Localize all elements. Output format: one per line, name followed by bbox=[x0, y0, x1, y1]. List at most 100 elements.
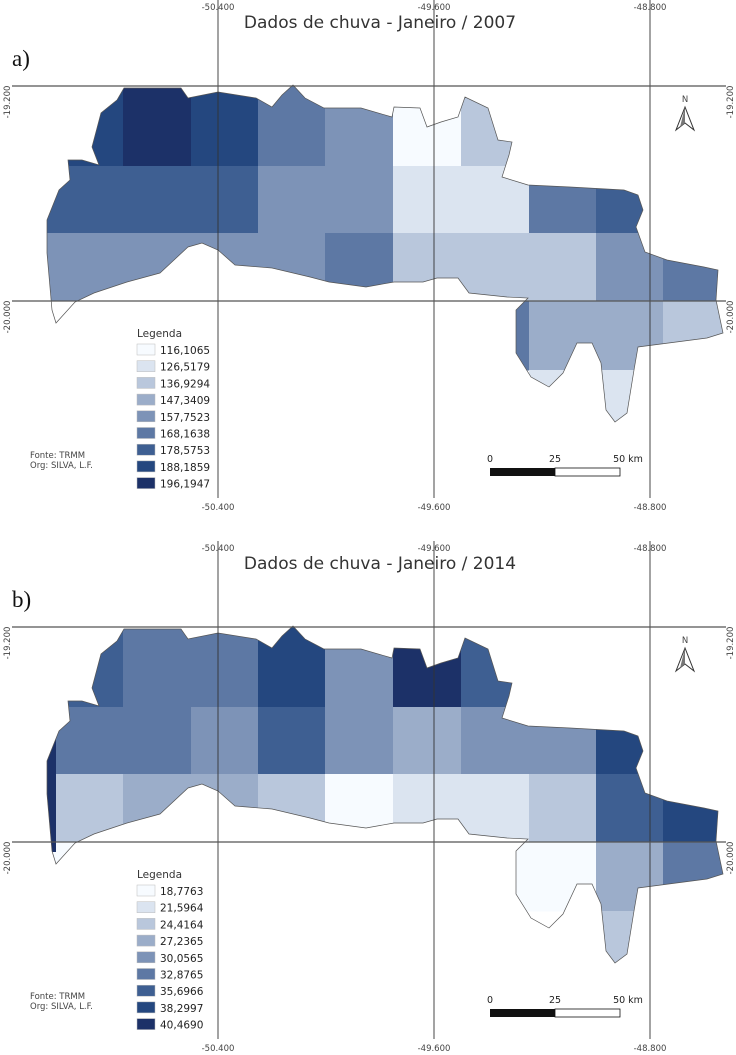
grid-cell bbox=[663, 774, 723, 843]
grid-cell bbox=[529, 233, 597, 302]
grid-cell bbox=[258, 233, 326, 302]
map-title: Dados de chuva - Janeiro / 2014 bbox=[244, 554, 516, 574]
grid-cell bbox=[325, 626, 394, 708]
grid-cell bbox=[461, 301, 530, 371]
north-arrow-shade bbox=[680, 648, 685, 668]
grid-cell bbox=[393, 233, 462, 302]
grid-cell bbox=[596, 370, 664, 422]
legend-label: 168,1638 bbox=[160, 429, 210, 441]
legend-label: 38,2997 bbox=[160, 1003, 203, 1015]
grid-cell bbox=[596, 774, 664, 843]
legend-swatch bbox=[136, 984, 156, 997]
grid-cell bbox=[325, 774, 394, 843]
scale-label: 0 bbox=[487, 995, 493, 1006]
legend-label: 40,4690 bbox=[160, 1020, 203, 1032]
grid-cell bbox=[393, 707, 462, 775]
grid-cell bbox=[123, 233, 192, 302]
grid-cell bbox=[258, 626, 326, 708]
grid-cell bbox=[529, 166, 597, 234]
grid-cell bbox=[123, 166, 192, 234]
grid-cell bbox=[393, 85, 462, 167]
legend-label: 21,5964 bbox=[160, 903, 204, 915]
legend-label: 27,2365 bbox=[160, 936, 203, 948]
grid-cell bbox=[325, 233, 394, 302]
map-panel-a: a) Dados de chuva - Janeiro / 2007 -50.400… bbox=[3, 0, 736, 513]
longitude-label-top: -49.600 bbox=[418, 3, 451, 13]
legend-swatch bbox=[136, 901, 156, 913]
legend-label: 126,5179 bbox=[160, 362, 210, 374]
grid-cell bbox=[393, 166, 462, 234]
grid-cell bbox=[47, 166, 124, 234]
legend-swatch bbox=[136, 1001, 156, 1014]
legend-swatch bbox=[136, 477, 156, 489]
longitude-label-bottom: -49.600 bbox=[418, 1044, 451, 1054]
organization-text: Org: SILVA, L.F. bbox=[30, 1002, 93, 1012]
legend-label: 188,1859 bbox=[160, 462, 210, 474]
grid-cell bbox=[258, 774, 326, 843]
grid-cell bbox=[123, 774, 192, 843]
legend-swatch bbox=[136, 951, 156, 964]
grid-cell bbox=[123, 626, 192, 708]
grid-cell bbox=[325, 85, 394, 167]
longitude-label-top: -48.800 bbox=[634, 544, 667, 554]
scale-bar-black bbox=[490, 468, 555, 476]
latitude-label-left: -19.200 bbox=[3, 86, 13, 119]
legend-swatch bbox=[136, 343, 156, 356]
legend-swatch bbox=[136, 377, 156, 389]
north-label: N bbox=[682, 95, 688, 105]
grid-cell bbox=[663, 233, 723, 302]
grid-cell bbox=[596, 166, 664, 234]
longitude-label-bottom: -49.600 bbox=[418, 503, 451, 513]
grid-cell bbox=[461, 842, 530, 912]
scale-label: 25 bbox=[549, 995, 561, 1006]
grid-cell bbox=[596, 911, 664, 963]
region-outline bbox=[46, 625, 724, 964]
grid-cell bbox=[596, 233, 664, 302]
grid-cell bbox=[325, 707, 394, 775]
grid-cell bbox=[393, 774, 462, 843]
source-text: Fonte: TRMM bbox=[30, 992, 85, 1002]
legend-label: 18,7763 bbox=[160, 886, 203, 898]
grid-cell bbox=[529, 774, 597, 843]
grid-cell bbox=[529, 707, 597, 775]
legend-label: 178,5753 bbox=[160, 445, 210, 457]
grid-cell bbox=[596, 707, 664, 775]
grid-cell bbox=[461, 166, 530, 234]
scale-label: 25 bbox=[549, 454, 561, 465]
source-text: Fonte: TRMM bbox=[30, 451, 85, 461]
scale-label: 50 km bbox=[613, 995, 643, 1006]
longitude-label-top: -50.400 bbox=[202, 3, 235, 13]
legend-swatch bbox=[136, 884, 156, 897]
grid-cell bbox=[47, 707, 56, 852]
panel-label: b) bbox=[12, 587, 31, 612]
longitude-label-top: -49.600 bbox=[418, 544, 451, 554]
latitude-label-left: -20.000 bbox=[3, 301, 13, 334]
map-title: Dados de chuva - Janeiro / 2007 bbox=[244, 13, 516, 33]
scale-bar-white bbox=[554, 1008, 621, 1018]
grid-cell bbox=[191, 85, 259, 167]
scale-label: 50 km bbox=[613, 454, 643, 465]
latitude-label-right: -19.200 bbox=[726, 86, 736, 119]
region-outline bbox=[46, 84, 724, 423]
latitude-label-right: -20.000 bbox=[726, 301, 736, 334]
legend-label: 196,1947 bbox=[160, 479, 210, 491]
legend-label: 30,0565 bbox=[160, 953, 203, 965]
grid-cell bbox=[461, 707, 530, 775]
legend-label: 136,9294 bbox=[160, 378, 210, 390]
scale-bar-white bbox=[554, 467, 621, 477]
panel-label: a) bbox=[12, 46, 30, 71]
legend-swatch bbox=[136, 460, 156, 473]
map-panel-b: b) Dados de chuva - Janeiro / 2014 -50.400… bbox=[3, 541, 736, 1054]
grid-cell bbox=[461, 626, 530, 708]
legend-swatch bbox=[136, 934, 156, 947]
grid-cell bbox=[529, 301, 597, 371]
legend-label: 24,4164 bbox=[160, 919, 204, 931]
legend-label: 32,8765 bbox=[160, 970, 203, 982]
grid-cell bbox=[47, 85, 124, 167]
grid-cell bbox=[461, 233, 530, 302]
scale-label: 0 bbox=[487, 454, 493, 465]
legend-swatch bbox=[136, 968, 156, 980]
longitude-label-bottom: -50.400 bbox=[202, 1044, 235, 1054]
grid-cell bbox=[191, 626, 259, 708]
grid-cell bbox=[596, 842, 664, 912]
